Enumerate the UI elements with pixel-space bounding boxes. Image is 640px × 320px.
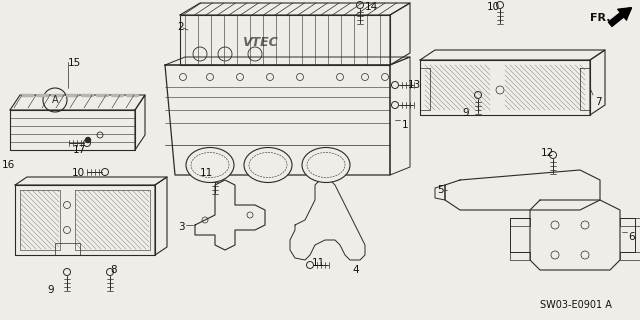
Ellipse shape xyxy=(191,153,229,178)
Text: 14: 14 xyxy=(365,2,378,12)
Polygon shape xyxy=(530,200,620,270)
Text: 12: 12 xyxy=(541,148,554,158)
Ellipse shape xyxy=(244,148,292,182)
Text: 9: 9 xyxy=(47,285,54,295)
Circle shape xyxy=(86,138,90,142)
Text: 9: 9 xyxy=(462,108,468,118)
Text: 8: 8 xyxy=(110,265,116,275)
Polygon shape xyxy=(390,57,410,175)
Text: A: A xyxy=(52,95,58,105)
Text: 15: 15 xyxy=(68,58,81,68)
Text: SW03-E0901 A: SW03-E0901 A xyxy=(540,300,612,310)
Text: FR.: FR. xyxy=(590,13,611,23)
Text: 11: 11 xyxy=(312,258,325,268)
Polygon shape xyxy=(15,185,155,255)
Text: 6: 6 xyxy=(628,232,635,242)
Polygon shape xyxy=(135,95,145,150)
Text: 17: 17 xyxy=(73,145,86,155)
Text: 10: 10 xyxy=(72,168,85,178)
Ellipse shape xyxy=(302,148,350,182)
Text: 5: 5 xyxy=(437,185,444,195)
Ellipse shape xyxy=(307,153,345,178)
FancyArrowPatch shape xyxy=(609,8,631,27)
Polygon shape xyxy=(10,110,135,150)
Text: 4: 4 xyxy=(352,265,358,275)
Polygon shape xyxy=(390,3,410,65)
Polygon shape xyxy=(180,15,390,65)
Text: 2: 2 xyxy=(177,22,184,32)
Text: 1: 1 xyxy=(402,120,408,130)
Text: 16: 16 xyxy=(2,160,15,170)
Polygon shape xyxy=(165,65,390,175)
Text: 13: 13 xyxy=(408,80,421,90)
Polygon shape xyxy=(445,170,600,210)
Text: 11: 11 xyxy=(200,168,213,178)
Text: 7: 7 xyxy=(595,97,602,107)
Ellipse shape xyxy=(186,148,234,182)
Polygon shape xyxy=(420,60,590,115)
Polygon shape xyxy=(180,3,410,15)
Text: 3: 3 xyxy=(178,222,184,232)
Text: 10: 10 xyxy=(487,2,500,12)
Polygon shape xyxy=(155,177,167,255)
Polygon shape xyxy=(290,180,365,260)
Polygon shape xyxy=(10,95,145,110)
Polygon shape xyxy=(15,177,167,185)
Polygon shape xyxy=(590,50,605,115)
Polygon shape xyxy=(420,50,605,60)
Polygon shape xyxy=(195,180,265,250)
Ellipse shape xyxy=(249,153,287,178)
Text: VTEC: VTEC xyxy=(242,36,278,49)
